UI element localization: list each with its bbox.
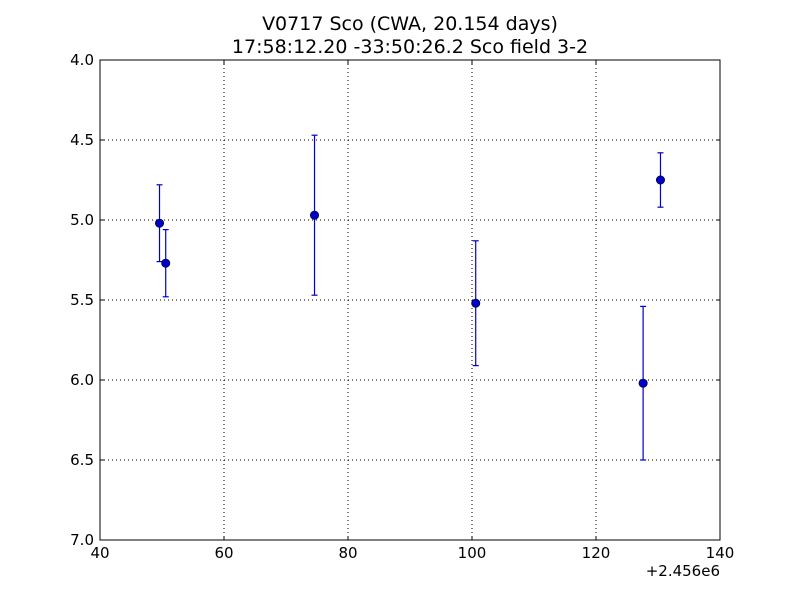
y-tick-label: 6.5 xyxy=(70,451,94,469)
grid xyxy=(100,60,720,540)
data-point xyxy=(638,378,648,388)
data-marks xyxy=(155,134,665,461)
data-point xyxy=(655,175,665,185)
chart-subtitle: 17:58:12.20 -33:50:26.2 Sco field 3-2 xyxy=(232,36,588,58)
x-tick-label: 80 xyxy=(338,544,357,562)
chart-title: V0717 Sco (CWA, 20.154 days) xyxy=(262,13,558,35)
data-point xyxy=(155,218,165,228)
data-point xyxy=(471,298,481,308)
y-tick-label: 5.0 xyxy=(70,211,94,229)
data-point xyxy=(161,258,171,268)
axis-ticks: 40 60 80 100 120 140 4.0 4.5 5.0 5.5 6.0 6.5 7.0 xyxy=(70,51,734,562)
x-tick-label: 100 xyxy=(458,544,487,562)
x-tick-label: 60 xyxy=(214,544,233,562)
x-tick-label: 40 xyxy=(90,544,109,562)
x-tick-label: 120 xyxy=(582,544,611,562)
x-tick-label: 140 xyxy=(706,544,735,562)
y-tick-label: 7.0 xyxy=(70,531,94,549)
y-tick-label: 4.0 xyxy=(70,51,94,69)
y-tick-label: 4.5 xyxy=(70,131,94,149)
y-tick-label: 5.5 xyxy=(70,291,94,309)
x-offset-label: +2.456e6 xyxy=(646,562,720,580)
data-point xyxy=(310,210,320,220)
y-tick-label: 6.0 xyxy=(70,371,94,389)
